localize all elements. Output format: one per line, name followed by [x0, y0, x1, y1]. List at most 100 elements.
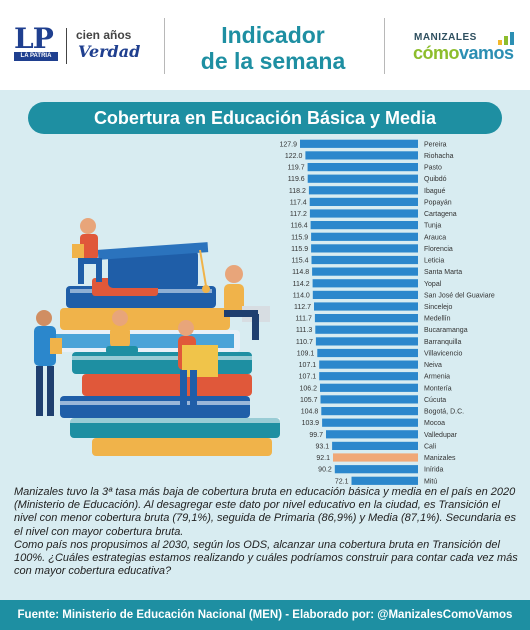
bar: [309, 197, 418, 206]
bar: [309, 209, 418, 218]
category-label: Barranquilla: [424, 339, 461, 346]
bar: [326, 430, 418, 439]
bar-value-label: 115.9: [291, 246, 308, 253]
bar-value-label: 106.2: [299, 385, 317, 392]
bar: [310, 221, 418, 230]
bar: [308, 186, 418, 195]
category-label: Cúcuta: [424, 397, 446, 404]
bar-value-label: 112.7: [294, 304, 311, 311]
bar-value-label: 119.7: [288, 165, 305, 172]
category-label: Mitú: [424, 478, 437, 485]
category-label: Yopal: [424, 281, 442, 288]
bar: [351, 476, 418, 485]
bar: [312, 290, 418, 299]
bar: [314, 302, 418, 311]
bar-value-label: 72.1: [335, 478, 349, 485]
category-label: Villavicencio: [424, 351, 462, 358]
category-label: Florencia: [424, 246, 453, 253]
category-label: Armenia: [424, 374, 450, 381]
bar-value-label: 111.7: [295, 316, 312, 323]
bar: [312, 279, 418, 288]
bar: [321, 407, 418, 416]
category-label: Valledupar: [424, 432, 458, 439]
category-label: Riohacha: [424, 153, 454, 160]
header-title-line-1: Indicador: [221, 22, 325, 48]
partner-como: cómo: [413, 43, 460, 63]
bar-value-label: 104.8: [301, 409, 319, 416]
bar: [311, 232, 418, 241]
description: Manizales tuvo la 3ª tasa más baja de co…: [14, 486, 518, 578]
logo-letters: LP: [14, 22, 54, 55]
bar: [332, 441, 418, 450]
bar-value-label: 114.0: [293, 292, 310, 299]
logo-tagline-verdad: Verdad: [78, 42, 141, 61]
category-label: Mocoa: [424, 420, 445, 427]
bar: [320, 395, 418, 404]
chart-title: Cobertura en Educación Básica y Media: [28, 102, 502, 134]
category-label: Pereira: [424, 141, 447, 148]
bar-value-label: 127.9: [279, 141, 297, 148]
bar: [307, 163, 418, 172]
category-label: Bogotá, D.C.: [424, 409, 464, 416]
category-label: Quibdó: [424, 176, 447, 183]
bar-value-label: 118.2: [289, 188, 306, 195]
bar-value-label: 105.7: [300, 397, 318, 404]
category-label: Medellín: [424, 316, 451, 323]
bar-value-label: 119.6: [288, 176, 305, 183]
bar: [314, 314, 418, 323]
category-label: Montería: [424, 385, 452, 392]
description-paragraph-2: Como país nos propusimos al 2030, según …: [14, 538, 518, 578]
logo-tagline-cien: cien años: [76, 28, 132, 42]
bar-value-label: 122.0: [285, 153, 303, 160]
bar-value-label: 93.1: [315, 443, 329, 450]
bar-value-label: 92.1: [316, 455, 330, 462]
category-label: Tunja: [424, 223, 441, 230]
category-label: Leticia: [424, 258, 444, 265]
category-label: Manizales: [424, 455, 456, 462]
bar-value-label: 116.4: [291, 223, 308, 230]
bar: [319, 372, 418, 381]
bar: [312, 267, 418, 276]
bar-value-label: 107.1: [299, 362, 317, 369]
category-label: Inírida: [424, 467, 444, 474]
bar-value-label: 107.1: [299, 374, 317, 381]
bar-series: 127.9 Pereira 122.0 Riohacha 119.7 Pasto 119.6…: [279, 139, 495, 485]
bar-value-label: 117.4: [290, 199, 307, 206]
content-panel: 127.9 Pereira 122.0 Riohacha 119.7 Pasto 119.6…: [0, 90, 530, 600]
category-label: San José del Guaviare: [424, 292, 495, 299]
bar: [300, 139, 418, 148]
header-divider-left: [164, 18, 165, 74]
bar: [305, 151, 418, 160]
bar: [307, 174, 418, 183]
bar-value-label: 114.8: [292, 269, 309, 276]
bar: [315, 325, 418, 334]
category-label: Popayán: [424, 199, 452, 206]
bar-value-label: 114.2: [293, 281, 310, 288]
bar-value-label: 109.1: [297, 351, 315, 358]
partner-vamos: vamos: [459, 43, 514, 63]
header: LP LA PATRIA cien años Verdad Indicador …: [0, 0, 530, 90]
bar-value-label: 115.9: [291, 234, 308, 241]
bar-chart-icon: [498, 32, 514, 45]
bar-value-label: 99.7: [309, 432, 323, 439]
category-label: Cali: [424, 443, 437, 450]
category-label: Bucaramanga: [424, 327, 468, 334]
bar-value-label: 117.2: [290, 211, 307, 218]
bar-value-label: 90.2: [318, 467, 332, 474]
bar: [334, 465, 418, 474]
category-label: Ibagué: [424, 188, 446, 195]
description-paragraph-1: Manizales tuvo la 3ª tasa más baja de co…: [14, 486, 516, 538]
illustration-students-books: [34, 218, 280, 456]
partner-logo-line-1: MANIZALES: [414, 32, 477, 43]
bar: [311, 244, 418, 253]
partner-logo-line-2: cómovamos: [413, 43, 514, 64]
category-label: Sincelejo: [424, 304, 453, 311]
footer-source: Fuente: Ministerio de Educación Nacional…: [0, 600, 530, 630]
bar: [322, 418, 418, 427]
bar: [317, 348, 418, 358]
la-patria-logo: LP LA PATRIA: [14, 22, 58, 64]
bar-value-label: 110.7: [296, 339, 313, 346]
bar: [320, 383, 418, 392]
chart: 127.9 Pereira 122.0 Riohacha 119.7 Pasto 119.6…: [34, 139, 495, 485]
category-label: Pasto: [424, 165, 442, 172]
